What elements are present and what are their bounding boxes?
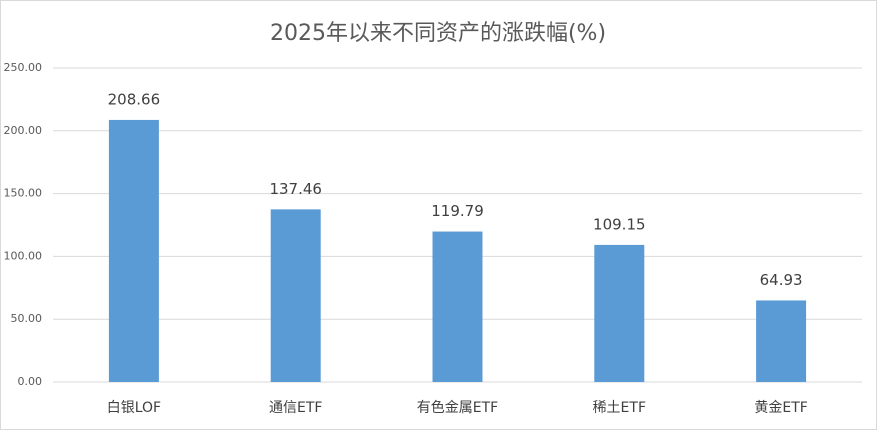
y-tick-label: 200.00 [4, 124, 43, 137]
y-tick-label: 150.00 [4, 187, 43, 200]
bar [432, 231, 483, 382]
data-label: 64.93 [760, 271, 803, 289]
bar [270, 209, 321, 382]
x-tick-label: 白银LOF [107, 400, 161, 416]
bar [594, 244, 645, 382]
chart-title: 2025年以来不同资产的涨跌幅(%) [270, 21, 606, 46]
x-tick-label: 通信ETF [269, 400, 322, 416]
y-tick-label: 50.00 [11, 312, 43, 325]
y-tick-label: 250.00 [4, 61, 43, 74]
y-tick-label: 0.00 [18, 375, 43, 388]
bar [108, 119, 159, 383]
bar [756, 300, 807, 382]
y-tick-label: 100.00 [4, 249, 43, 262]
x-tick-label: 黄金ETF [754, 399, 807, 416]
data-label: 119.79 [431, 202, 484, 220]
data-label: 208.66 [108, 90, 161, 108]
data-label: 109.15 [593, 215, 646, 233]
x-tick-label: 有色金属ETF [417, 399, 498, 416]
data-label: 137.46 [269, 180, 322, 198]
x-tick-label: 稀土ETF [593, 400, 646, 416]
